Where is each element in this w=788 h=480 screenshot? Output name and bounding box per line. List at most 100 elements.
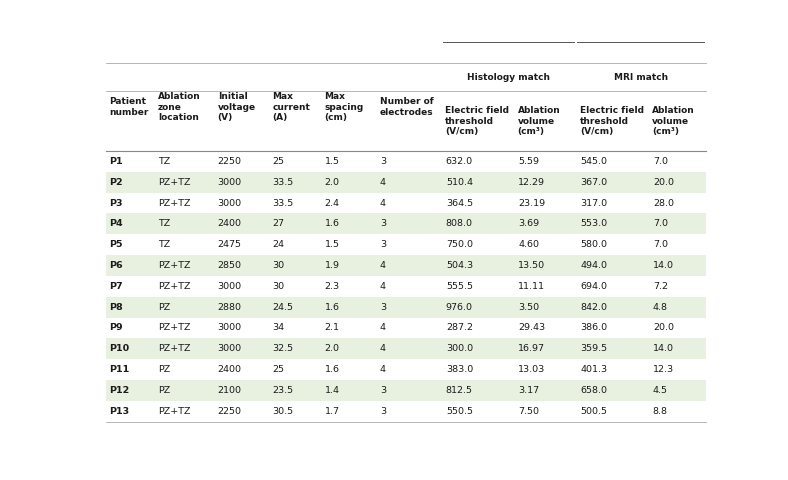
- Text: 33.5: 33.5: [272, 199, 293, 207]
- Text: P12: P12: [110, 386, 129, 395]
- Text: MRI match: MRI match: [614, 72, 668, 82]
- Text: 550.5: 550.5: [446, 407, 473, 416]
- Text: 3000: 3000: [217, 282, 242, 291]
- Text: 1.6: 1.6: [325, 219, 340, 228]
- Bar: [106, 276, 706, 297]
- Text: 20.0: 20.0: [652, 324, 674, 333]
- Text: 2.1: 2.1: [325, 324, 340, 333]
- Text: 3000: 3000: [217, 178, 242, 187]
- Text: 28.0: 28.0: [652, 199, 674, 207]
- Text: PZ: PZ: [158, 386, 170, 395]
- Text: 3.17: 3.17: [519, 386, 540, 395]
- Text: Electric field
threshold
(V/cm): Electric field threshold (V/cm): [580, 106, 644, 136]
- Text: 555.5: 555.5: [446, 282, 473, 291]
- Text: 7.0: 7.0: [652, 219, 667, 228]
- Text: 4: 4: [380, 344, 386, 353]
- Text: 7.2: 7.2: [652, 282, 667, 291]
- Bar: [106, 255, 706, 276]
- Text: 2850: 2850: [217, 261, 242, 270]
- Text: 632.0: 632.0: [446, 157, 473, 166]
- Text: 4.5: 4.5: [652, 386, 667, 395]
- Text: 11.11: 11.11: [519, 282, 545, 291]
- Text: 553.0: 553.0: [581, 219, 608, 228]
- Text: 24.5: 24.5: [272, 302, 293, 312]
- Text: Ablation
volume
(cm³): Ablation volume (cm³): [652, 106, 695, 136]
- Text: 2.0: 2.0: [325, 178, 340, 187]
- Text: PZ+TZ: PZ+TZ: [158, 261, 191, 270]
- Text: Max
spacing
(cm): Max spacing (cm): [325, 92, 364, 122]
- Text: 500.5: 500.5: [581, 407, 608, 416]
- Text: 3.50: 3.50: [519, 302, 540, 312]
- Text: 34: 34: [272, 324, 284, 333]
- Text: Number of
electrodes: Number of electrodes: [380, 97, 433, 117]
- Text: TZ: TZ: [158, 157, 170, 166]
- Text: 7.0: 7.0: [652, 157, 667, 166]
- Text: 13.03: 13.03: [519, 365, 545, 374]
- Bar: [106, 338, 706, 359]
- Text: 14.0: 14.0: [652, 261, 674, 270]
- Text: 367.0: 367.0: [581, 178, 608, 187]
- Text: 3: 3: [380, 240, 386, 249]
- Text: 976.0: 976.0: [446, 302, 473, 312]
- Text: PZ: PZ: [158, 365, 170, 374]
- Text: 30: 30: [272, 282, 284, 291]
- Text: 1.7: 1.7: [325, 407, 340, 416]
- Text: 300.0: 300.0: [446, 344, 473, 353]
- Text: 4: 4: [380, 282, 386, 291]
- Text: 7.0: 7.0: [652, 240, 667, 249]
- Text: 12.29: 12.29: [519, 178, 545, 187]
- Text: TZ: TZ: [158, 240, 170, 249]
- Text: 3: 3: [380, 157, 386, 166]
- Text: 504.3: 504.3: [446, 261, 473, 270]
- Text: 4: 4: [380, 324, 386, 333]
- Bar: [106, 63, 706, 151]
- Text: Patient
number: Patient number: [110, 97, 149, 117]
- Text: 658.0: 658.0: [581, 386, 608, 395]
- Text: 30.5: 30.5: [272, 407, 293, 416]
- Text: Histology match: Histology match: [466, 72, 549, 82]
- Text: 812.5: 812.5: [446, 386, 473, 395]
- Text: P1: P1: [110, 157, 123, 166]
- Text: 3: 3: [380, 219, 386, 228]
- Text: TZ: TZ: [158, 219, 170, 228]
- Text: Max
current
(A): Max current (A): [272, 92, 310, 122]
- Text: 4.60: 4.60: [519, 240, 539, 249]
- Text: PZ+TZ: PZ+TZ: [158, 282, 191, 291]
- Text: 1.6: 1.6: [325, 302, 340, 312]
- Bar: [106, 380, 706, 401]
- Text: 14.0: 14.0: [652, 344, 674, 353]
- Text: 29.43: 29.43: [519, 324, 545, 333]
- Text: 4: 4: [380, 365, 386, 374]
- Text: PZ+TZ: PZ+TZ: [158, 344, 191, 353]
- Text: PZ+TZ: PZ+TZ: [158, 178, 191, 187]
- Text: 386.0: 386.0: [581, 324, 608, 333]
- Text: 23.19: 23.19: [519, 199, 545, 207]
- Text: 2.0: 2.0: [325, 344, 340, 353]
- Text: 3: 3: [380, 386, 386, 395]
- Text: 2475: 2475: [217, 240, 242, 249]
- Text: 24: 24: [272, 240, 284, 249]
- Bar: [106, 151, 706, 172]
- Text: 287.2: 287.2: [446, 324, 473, 333]
- Text: 1.5: 1.5: [325, 157, 340, 166]
- Bar: [106, 318, 706, 338]
- Text: P3: P3: [110, 199, 123, 207]
- Text: 3000: 3000: [217, 199, 242, 207]
- Text: 32.5: 32.5: [272, 344, 293, 353]
- Text: 2880: 2880: [217, 302, 242, 312]
- Text: PZ+TZ: PZ+TZ: [158, 407, 191, 416]
- Text: 3000: 3000: [217, 324, 242, 333]
- Text: 808.0: 808.0: [446, 219, 473, 228]
- Text: 4: 4: [380, 199, 386, 207]
- Text: 580.0: 580.0: [581, 240, 608, 249]
- Text: 317.0: 317.0: [581, 199, 608, 207]
- Text: Electric field
threshold
(V/cm): Electric field threshold (V/cm): [445, 106, 509, 136]
- Text: 12.3: 12.3: [652, 365, 674, 374]
- Text: P7: P7: [110, 282, 123, 291]
- Text: 30: 30: [272, 261, 284, 270]
- Text: 364.5: 364.5: [446, 199, 473, 207]
- Text: 20.0: 20.0: [652, 178, 674, 187]
- Text: PZ+TZ: PZ+TZ: [158, 324, 191, 333]
- Text: P9: P9: [110, 324, 123, 333]
- Bar: [106, 234, 706, 255]
